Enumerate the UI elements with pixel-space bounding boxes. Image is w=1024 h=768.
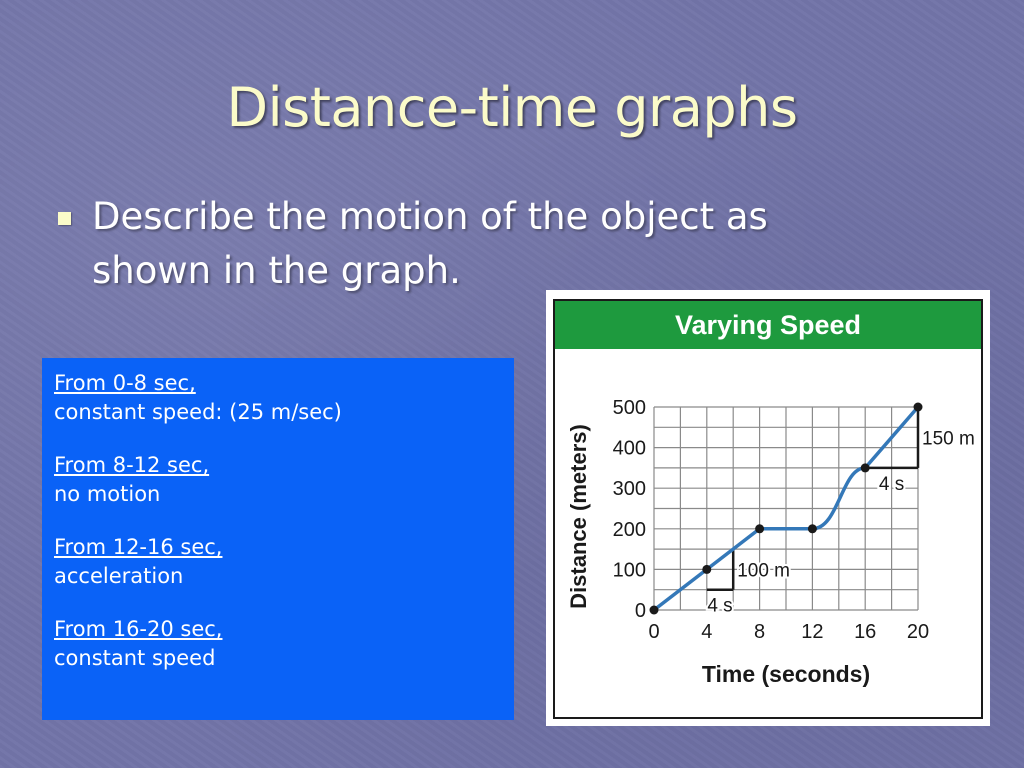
note-heading: From 12-16 sec, <box>54 535 223 559</box>
data-point <box>755 524 765 534</box>
chart-header <box>555 301 981 349</box>
slope-rise-label: 100 m <box>737 560 790 581</box>
note-item: From 16-20 sec, constant speed <box>54 614 502 672</box>
slope-rise-label: 150 m <box>922 428 975 449</box>
y-tick-label: 300 <box>613 478 646 500</box>
y-tick-label: 100 <box>613 559 646 581</box>
x-tick-label: 8 <box>754 621 765 643</box>
note-description: no motion <box>54 482 161 506</box>
note-heading: From 8-12 sec, <box>54 453 210 477</box>
y-tick-label: 0 <box>635 600 646 622</box>
chart-title: Varying Speed <box>675 310 861 340</box>
slide-title: Distance-time graphs <box>226 76 798 139</box>
note-description: constant speed: (25 m/sec) <box>54 400 342 424</box>
data-point <box>649 605 659 615</box>
slope-run-label: 4 s <box>707 596 732 617</box>
note-heading: From 0-8 sec, <box>54 371 196 395</box>
slope-run-label: 4 s <box>879 474 904 495</box>
note-heading: From 16-20 sec, <box>54 617 223 641</box>
data-point <box>702 564 712 574</box>
note-item: From 0-8 sec, constant speed: (25 m/sec) <box>54 368 502 426</box>
x-tick-label: 12 <box>801 621 823 643</box>
notes-box: From 0-8 sec, constant speed: (25 m/sec)… <box>42 358 514 720</box>
y-axis-label: Distance (meters) <box>566 424 591 609</box>
data-line <box>652 405 920 612</box>
note-item: From 8-12 sec, no motion <box>54 450 502 508</box>
x-tick-label: 16 <box>854 621 876 643</box>
note-description: constant speed <box>54 646 216 670</box>
x-tick-label: 20 <box>907 621 929 643</box>
square-bullet-icon <box>58 212 71 225</box>
y-tick-label: 200 <box>613 519 646 541</box>
note-description: acceleration <box>54 564 184 588</box>
y-tick-label: 400 <box>613 438 646 460</box>
data-point <box>913 402 923 412</box>
bullet-text: Describe the motion of the object as sho… <box>92 195 768 292</box>
x-tick-label: 4 <box>701 621 712 643</box>
y-tick-label: 500 <box>613 397 646 419</box>
data-point <box>860 463 870 473</box>
x-axis-label: Time (seconds) <box>702 661 870 687</box>
note-item: From 12-16 sec, acceleration <box>54 532 502 590</box>
x-tick-label: 0 <box>648 621 659 643</box>
data-point <box>807 524 817 534</box>
chart-figure: Varying Speed 0 4 8 12 16 20 0 100 200 300 400 500 Ti… <box>546 290 990 726</box>
